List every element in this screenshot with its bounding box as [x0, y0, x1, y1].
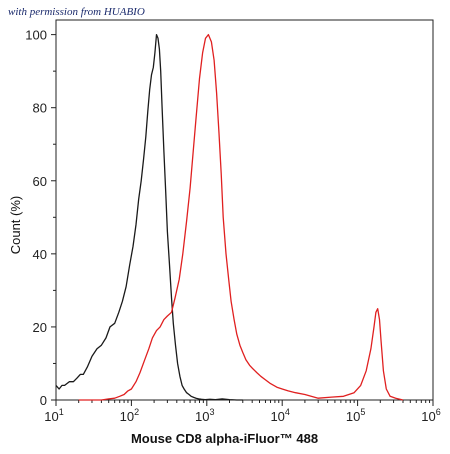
watermark-text: with permission from HUABIO [8, 6, 145, 18]
y-tick-label: 60 [33, 174, 47, 189]
plot-frame [55, 19, 434, 401]
x-axis-label: Mouse CD8 alpha-iFluor™ 488 [131, 431, 318, 446]
plot-border [55, 19, 434, 401]
x-tick-label: 105 [346, 407, 365, 424]
y-axis-label: Count (%) [8, 196, 23, 255]
y-axis-ticks: 0 20 40 60 80 100 [25, 28, 56, 408]
stained-histogram-line [78, 33, 404, 401]
control-histogram-line [55, 33, 243, 401]
x-tick-label: 104 [270, 407, 289, 424]
x-tick-label: 106 [421, 407, 440, 424]
x-tick-label: 101 [44, 407, 63, 424]
y-tick-label: 20 [33, 320, 47, 335]
y-tick-label: 40 [33, 247, 47, 262]
x-tick-label: 102 [120, 407, 139, 424]
series-layer [55, 33, 404, 401]
y-tick-label: 80 [33, 101, 47, 116]
x-axis-ticks: 101 102 103 104 105 106 [44, 400, 441, 424]
y-tick-label: 100 [25, 28, 47, 43]
y-tick-label: 0 [40, 393, 47, 408]
x-tick-label: 103 [195, 407, 214, 424]
